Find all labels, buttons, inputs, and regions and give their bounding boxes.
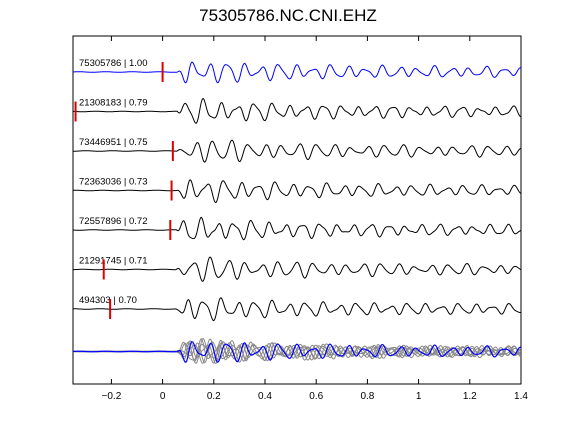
trace-label: 21291745 | 0.71 xyxy=(79,256,148,267)
trace-label: 72557896 | 0.72 xyxy=(79,216,148,227)
trace-label: 73446951 | 0.75 xyxy=(79,137,148,148)
x-tick-label: 1 xyxy=(416,391,422,402)
x-tick-label: 0.6 xyxy=(309,391,323,402)
trace-line xyxy=(72,179,522,204)
trace-label: 72363036 | 0.73 xyxy=(79,177,148,188)
x-tick-label: 1.2 xyxy=(463,391,477,402)
x-tick-label: 0.8 xyxy=(360,391,374,402)
trace-label: 494303 | 0.70 xyxy=(79,295,137,306)
axes-frame xyxy=(72,35,522,385)
x-tick-label: −0.2 xyxy=(102,391,122,402)
trace-line xyxy=(72,216,522,241)
trace-line xyxy=(73,297,522,322)
x-tick-label: 0 xyxy=(160,391,166,402)
x-tick-label: 0.2 xyxy=(207,391,221,402)
chart-title: 75305786.NC.CNI.EHZ xyxy=(199,6,377,25)
trace-line xyxy=(72,139,522,163)
trace-label: 21308183 | 0.79 xyxy=(79,98,148,109)
trace-label: 75305786 | 1.00 xyxy=(79,58,148,69)
trace-line xyxy=(72,256,522,282)
trace-line xyxy=(72,97,522,124)
trace-line xyxy=(72,61,522,84)
stack-reference-trace xyxy=(72,340,522,364)
x-tick-label: 1.4 xyxy=(514,391,528,402)
x-tick-label: 0.4 xyxy=(258,391,272,402)
